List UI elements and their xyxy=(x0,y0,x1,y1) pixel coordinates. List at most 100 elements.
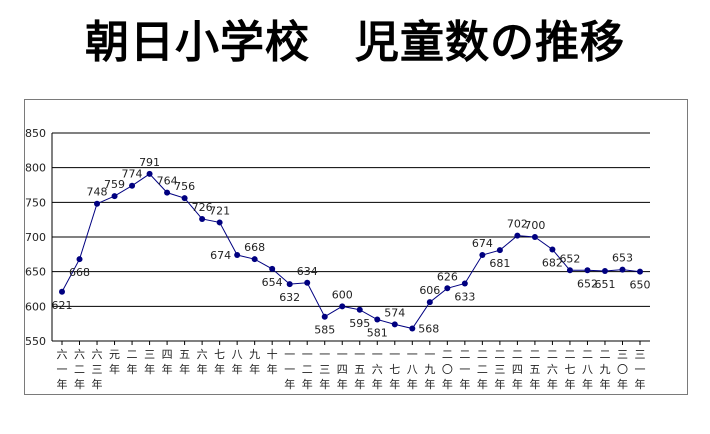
y-tick-label: 600 xyxy=(25,300,46,313)
x-tick-label: 一 xyxy=(407,348,418,361)
page-title: 朝日小学校 児童数の推移 xyxy=(85,17,625,68)
data-label: 606 xyxy=(419,284,440,297)
data-point xyxy=(321,313,328,320)
data-point xyxy=(584,267,591,274)
x-tick-label: 七 xyxy=(564,363,575,376)
data-label: 651 xyxy=(594,278,615,291)
y-tick-label: 650 xyxy=(25,266,46,279)
x-tick-label: 九 xyxy=(249,348,260,361)
data-label: 581 xyxy=(367,327,388,340)
x-tick-label: 二 xyxy=(494,348,505,361)
data-label: 774 xyxy=(122,168,143,181)
y-tick-label: 750 xyxy=(25,196,46,209)
data-label: 721 xyxy=(209,204,230,217)
x-tick-label: 七 xyxy=(214,348,225,361)
x-tick-label: 年 xyxy=(337,377,348,391)
x-tick-label: 年 xyxy=(354,377,365,391)
data-point xyxy=(461,280,468,287)
data-label: 764 xyxy=(157,175,178,188)
x-tick-label: 年 xyxy=(407,377,418,391)
data-point xyxy=(549,246,556,253)
data-point xyxy=(94,200,101,207)
x-tick-label: 年 xyxy=(529,377,540,391)
data-point xyxy=(234,252,241,259)
x-tick-label: 二 xyxy=(547,348,558,361)
data-label: 568 xyxy=(418,323,439,336)
data-point xyxy=(426,299,433,306)
x-tick-label: 年 xyxy=(372,377,383,391)
data-label: 621 xyxy=(52,299,73,312)
data-point xyxy=(269,265,276,272)
x-tick-label: 二 xyxy=(512,348,523,361)
x-tick-label: 一 xyxy=(337,348,348,361)
data-point xyxy=(619,266,626,273)
x-tick-label: 一 xyxy=(319,348,330,361)
x-tick-label: 一 xyxy=(372,348,383,361)
x-tick-label: 年 xyxy=(127,362,138,376)
data-label: 700 xyxy=(524,219,545,232)
x-tick-label: 二 xyxy=(564,348,575,361)
x-tick-label: 三 xyxy=(144,348,155,361)
x-tick-label: 三 xyxy=(319,363,330,376)
x-tick-label: 〇 xyxy=(442,363,453,376)
x-tick-label: 四 xyxy=(162,348,173,361)
data-point xyxy=(216,219,223,226)
x-tick-label: 年 xyxy=(494,377,505,391)
x-tick-label: 五 xyxy=(354,363,365,376)
x-tick-label: 二 xyxy=(477,363,488,376)
data-point xyxy=(181,195,188,202)
data-point xyxy=(339,303,346,310)
data-label: 791 xyxy=(139,156,160,169)
x-tick-label: 二 xyxy=(599,348,610,361)
x-tick-label: 八 xyxy=(407,363,418,376)
data-point xyxy=(374,316,381,323)
data-point xyxy=(129,182,136,189)
data-label: 595 xyxy=(349,317,370,330)
x-tick-label: 二 xyxy=(442,348,453,361)
x-tick-label: 年 xyxy=(424,377,435,391)
x-tick-label: 五 xyxy=(529,363,540,376)
data-label: 634 xyxy=(297,265,318,278)
x-tick-label: 八 xyxy=(232,348,243,361)
data-point xyxy=(164,189,171,196)
data-point xyxy=(601,267,608,274)
y-tick-label: 800 xyxy=(25,162,46,175)
x-tick-label: 六 xyxy=(372,363,383,376)
x-tick-label: 年 xyxy=(477,377,488,391)
x-tick-label: 二 xyxy=(459,348,470,361)
x-tick-label: 六 xyxy=(547,363,558,376)
x-tick-label: 六 xyxy=(197,348,208,361)
data-point xyxy=(146,170,153,177)
data-point xyxy=(391,321,398,328)
data-label: 748 xyxy=(87,186,108,199)
data-label: 653 xyxy=(612,252,633,265)
series-line xyxy=(61,173,641,330)
x-tick-label: 六 xyxy=(74,348,85,361)
x-tick-label: 年 xyxy=(249,362,260,376)
x-tick-label: 年 xyxy=(284,377,295,391)
data-label: 585 xyxy=(314,324,335,337)
data-label: 756 xyxy=(174,180,195,193)
x-tick-label: 年 xyxy=(57,377,68,391)
data-point xyxy=(199,215,206,222)
data-label: 632 xyxy=(279,291,300,304)
x-tick-label: 年 xyxy=(74,377,85,391)
x-tick-label: 二 xyxy=(127,348,138,361)
x-tick-label: 一 xyxy=(302,348,313,361)
data-point xyxy=(304,279,311,286)
x-tick-label: 四 xyxy=(512,363,523,376)
data-label: 668 xyxy=(244,241,265,254)
x-tick-label: 一 xyxy=(424,348,435,361)
x-tick-label: 九 xyxy=(424,363,435,376)
x-tick-label: 三 xyxy=(92,363,103,376)
data-point xyxy=(531,234,538,240)
data-label: 674 xyxy=(210,249,231,262)
x-tick-label: 年 xyxy=(232,362,243,376)
data-label: 652 xyxy=(559,252,580,265)
x-tick-label: 一 xyxy=(459,363,470,376)
x-tick-label: 年 xyxy=(92,377,103,391)
x-tick-label: 一 xyxy=(389,348,400,361)
x-tick-label: 一 xyxy=(354,348,365,361)
data-label: 668 xyxy=(69,266,90,279)
